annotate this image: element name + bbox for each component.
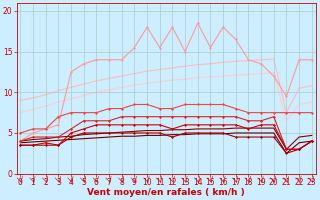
X-axis label: Vent moyen/en rafales ( km/h ): Vent moyen/en rafales ( km/h )	[87, 188, 245, 197]
